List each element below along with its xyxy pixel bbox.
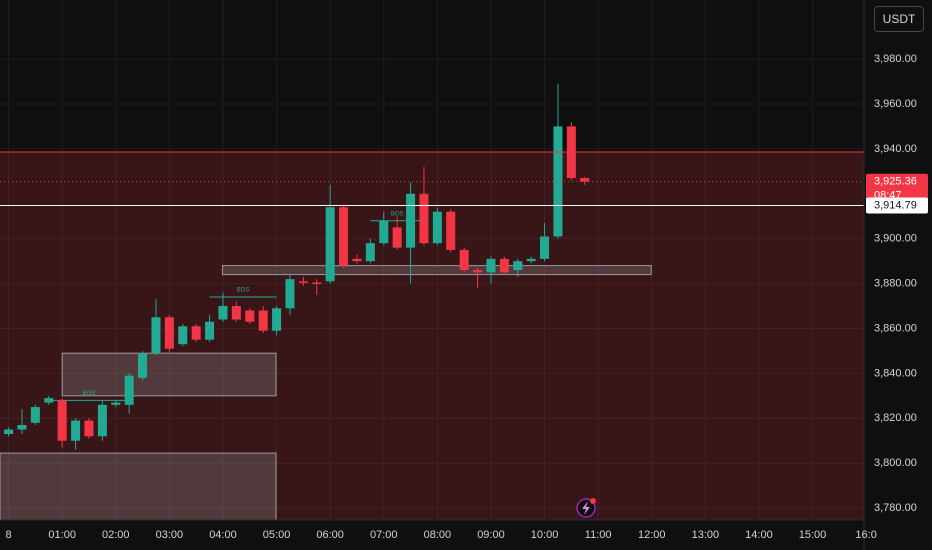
x-tick-label: 8	[6, 529, 12, 541]
candle-body	[44, 398, 54, 403]
candle-body	[419, 193, 429, 244]
candle-body	[553, 126, 563, 237]
candle-body	[191, 326, 201, 340]
candle-body	[432, 211, 442, 244]
candle-body	[406, 193, 416, 248]
x-tick-label: 11:00	[585, 529, 612, 541]
candle-body	[258, 310, 268, 331]
y-tick-label: 3,860.00	[874, 322, 917, 334]
candle-body	[164, 317, 174, 349]
candle-body	[580, 178, 590, 182]
bos-label: BOS	[83, 391, 96, 397]
y-axis-bg	[864, 0, 932, 550]
candle-body	[111, 402, 121, 405]
candle-body	[352, 258, 362, 262]
price-tag	[866, 197, 928, 214]
candle-body	[339, 207, 349, 266]
bos-label: BOS	[391, 211, 404, 217]
candle-body	[379, 220, 389, 244]
candle-body	[298, 281, 308, 283]
candle-body	[218, 306, 228, 320]
x-axis-bg	[0, 520, 864, 550]
x-tick-label: 02:00	[102, 529, 130, 541]
y-tick-label: 3,880.00	[874, 277, 917, 289]
x-tick-label: 09:00	[477, 529, 505, 541]
x-tick-label: 04:00	[209, 529, 237, 541]
y-tick-label: 3,840.00	[874, 367, 917, 379]
candle-body	[57, 400, 67, 441]
candle-body	[17, 425, 27, 430]
y-tick-label: 3,800.00	[874, 457, 917, 469]
candle-body	[245, 310, 255, 322]
x-tick-label: 12:00	[638, 529, 666, 541]
y-tick-label: 3,960.00	[874, 98, 917, 110]
price-tag	[866, 173, 928, 204]
candle-body	[138, 353, 148, 378]
zone	[0, 452, 277, 521]
x-tick-label: 13:00	[692, 529, 720, 541]
candle-body	[124, 375, 134, 405]
candle-body	[151, 317, 161, 354]
candle-body	[499, 258, 509, 273]
y-tick-label: 3,900.00	[874, 233, 917, 245]
x-tick-label: 06:00	[316, 529, 344, 541]
candle-body	[178, 326, 188, 345]
bos-label: BOS	[237, 288, 250, 294]
x-tick-label: 16:0	[855, 529, 876, 541]
x-tick-label: 14:00	[745, 529, 773, 541]
currency-button[interactable]: USDT	[874, 6, 924, 32]
candle-body	[285, 279, 295, 309]
x-tick-label: 07:00	[370, 529, 398, 541]
price-tag-label: 3,914.79	[874, 199, 917, 211]
y-tick-label: 3,980.00	[874, 53, 917, 65]
zone	[0, 152, 864, 520]
candle-body	[513, 261, 523, 271]
candle-body	[205, 321, 215, 340]
x-tick-label: 05:00	[263, 529, 291, 541]
candle-body	[272, 308, 282, 331]
candle-body	[312, 282, 322, 284]
candle-body	[392, 227, 402, 248]
candle-body	[97, 404, 107, 437]
candle-body	[4, 429, 14, 435]
candle-body	[526, 258, 536, 262]
x-tick-label: 15:00	[799, 529, 827, 541]
x-tick-label: 10:00	[531, 529, 559, 541]
y-tick-label: 3,780.00	[874, 502, 917, 514]
zone	[61, 352, 277, 397]
x-tick-label: 03:00	[156, 529, 184, 541]
candle-body	[71, 420, 81, 441]
candle-body	[325, 207, 335, 282]
x-tick-label: 08:00	[424, 529, 452, 541]
candle-body	[365, 243, 375, 262]
zone	[221, 265, 652, 276]
x-tick-label: 01:00	[48, 529, 76, 541]
candle-body	[84, 420, 94, 437]
price-tag-label: 3,925.36	[874, 176, 917, 188]
candle-body	[473, 270, 483, 273]
candle-body	[30, 407, 40, 423]
candle-body	[486, 258, 496, 273]
y-tick-label: 3,820.00	[874, 412, 917, 424]
plot-bg	[0, 0, 864, 520]
y-tick-label: 3,940.00	[874, 143, 917, 155]
candle-body	[540, 236, 550, 259]
lightning-icon[interactable]	[576, 498, 596, 518]
candle-body	[459, 249, 469, 271]
candle-body	[446, 211, 456, 250]
candle-body	[231, 306, 241, 320]
